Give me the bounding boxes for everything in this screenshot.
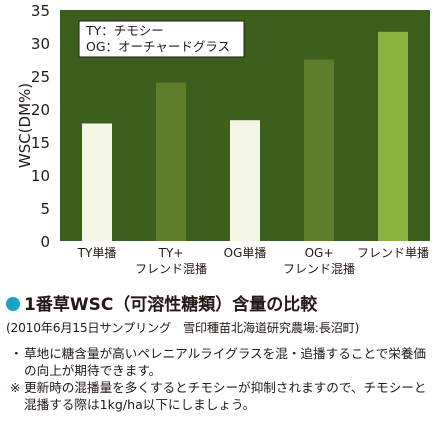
note-text: 草地に糖含量が高いペレニアルライグラスを混・追播することで栄養価の向上が期待でき…	[24, 346, 426, 378]
caption-subtitle: (2010年6月15日サンプリング 雪印種苗北海道研究農場:長沼町)	[6, 321, 360, 335]
bar	[82, 123, 112, 241]
bullet-circle-icon	[6, 297, 20, 311]
y-axis-label: WSC(DM%)	[16, 83, 34, 168]
caption-title: 1番草WSC（可溶性糖類）含量の比較	[24, 295, 318, 315]
x-tick-label: フレンド混播	[135, 262, 207, 276]
bar	[378, 31, 408, 242]
note-mark: ・	[10, 346, 23, 361]
y-tick-label: 35	[31, 2, 50, 20]
y-tick-label: 15	[31, 134, 50, 152]
x-tick-label: フレンド混播	[283, 262, 355, 276]
legend-text: OG：オーチャードグラス	[86, 39, 230, 54]
bar	[304, 59, 334, 241]
x-tick-label: OG単播	[224, 246, 267, 260]
legend-box	[78, 20, 245, 58]
caption-title-row: 1番草WSC（可溶性糖類）含量の比較	[6, 290, 436, 315]
x-tick-label: TY+	[158, 246, 184, 260]
x-tick-label: OG+	[305, 246, 334, 260]
bar	[156, 82, 186, 241]
y-tick-label: 0	[40, 233, 50, 251]
chart-svg: 0 5 10 15 20 25 30 35 WSC(DM%) TY単播 TY+ フレンド混播 OG単播 O…	[16, 2, 430, 276]
notes: ・ 草地に糖含量が高いペレニアルライグラスを混・追播することで栄養価の向上が期待…	[10, 345, 435, 413]
x-tick-label: フレンド単播	[357, 246, 429, 260]
y-tick-label: 20	[31, 101, 50, 119]
note-item: ※ 更新時の混播量を多くするとチモシーが抑制されますので、チモシーと混播する際は…	[10, 379, 435, 413]
legend-text: TY：チモシー	[85, 23, 164, 38]
y-tick-label: 5	[40, 200, 50, 218]
wsc-bar-chart: 0 5 10 15 20 25 30 35 WSC(DM%) TY単播 TY+ フレンド混播 OG単播 O…	[16, 2, 430, 276]
y-tick-label: 30	[31, 35, 50, 53]
bar	[230, 120, 260, 241]
note-mark: ※	[10, 380, 21, 395]
note-item: ・ 草地に糖含量が高いペレニアルライグラスを混・追播することで栄養価の向上が期待…	[10, 345, 435, 379]
y-tick-label: 10	[31, 167, 50, 185]
y-tick-label: 25	[31, 68, 50, 86]
x-tick-label: TY単播	[77, 246, 117, 260]
note-text: 更新時の混播量を多くするとチモシーが抑制されますので、チモシーと混播する際は1k…	[24, 380, 427, 412]
